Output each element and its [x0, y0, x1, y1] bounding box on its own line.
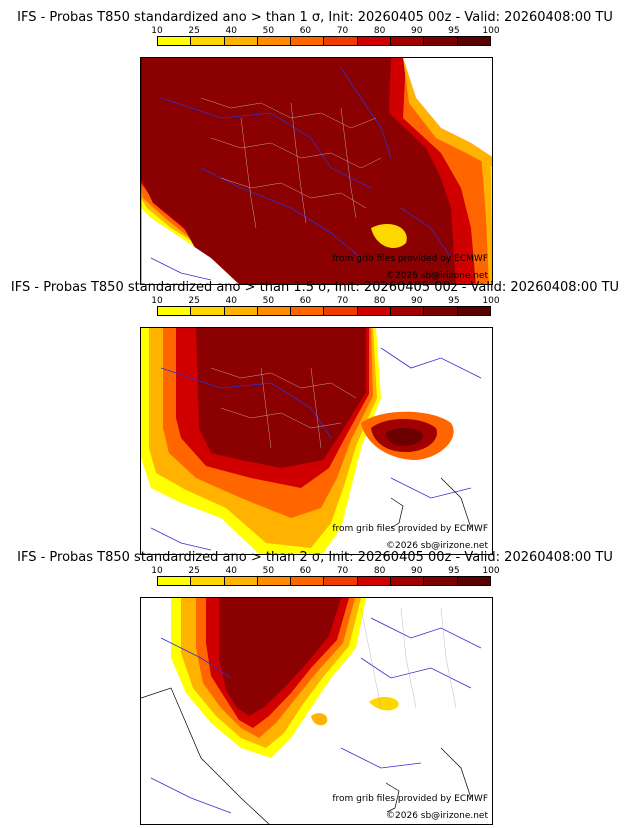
panel-title: IFS - Probas T850 standardized ano > tha… [17, 550, 613, 565]
scale-tick-label: 80 [373, 566, 386, 576]
source-credit: from grib files provided by ECMWF [332, 794, 488, 804]
scale-segment [357, 37, 392, 45]
copyright-credit: ©2026 sb@irizone.net [386, 541, 488, 551]
scale-segment [224, 577, 258, 585]
scale-segment [257, 307, 292, 315]
scale-tick-label: 10 [151, 566, 163, 576]
scale-tick-label: 90 [411, 26, 423, 36]
color-scale: 10 25 40 50 60 70 80 90 95 100 [151, 566, 500, 592]
scale-segment [291, 577, 325, 585]
scale-segment [391, 307, 425, 315]
panel-title: IFS - Probas T850 standardized ano > tha… [10, 280, 620, 295]
source-credit: from grib files provided by ECMWF [332, 254, 488, 264]
scale-segment [324, 307, 358, 315]
map-panel-2: IFS - Probas T850 standardized ano > tha… [0, 280, 630, 556]
scale-tick-label: 100 [482, 26, 500, 36]
scale-tick-label: 80 [373, 26, 386, 36]
scale-tick-label: 100 [482, 566, 500, 576]
scale-tick-label: 50 [262, 26, 275, 36]
scale-segment [424, 37, 458, 45]
map-panel-3: IFS - Probas T850 standardized ano > tha… [0, 550, 630, 826]
scale-segment [391, 37, 425, 45]
scale-segment [224, 37, 258, 45]
scale-bar [157, 306, 491, 316]
copyright-credit: ©2026 sb@irizone.net [386, 271, 488, 281]
scale-tick-label: 95 [448, 26, 460, 36]
scale-segment [191, 577, 225, 585]
scale-segment [324, 37, 358, 45]
scale-segment [224, 307, 258, 315]
probability-map: from grib files provided by ECMWF ©2026 … [140, 327, 493, 555]
scale-tick-label: 50 [262, 296, 275, 306]
scale-tick-label: 60 [299, 566, 312, 576]
probability-map: from grib files provided by ECMWF ©2026 … [140, 57, 493, 285]
scale-tick-label: 100 [482, 296, 500, 306]
scale-tick-label: 95 [448, 296, 460, 306]
scale-segment [158, 577, 192, 585]
color-scale: 10 25 40 50 60 70 80 90 95 100 [151, 26, 500, 52]
scale-segment [257, 37, 292, 45]
scale-tick-label: 25 [188, 566, 200, 576]
scale-tick-label: 40 [225, 566, 237, 576]
scale-segment [191, 37, 225, 45]
probability-map: from grib files provided by ECMWF ©2026 … [140, 597, 493, 825]
scale-tick-label: 40 [225, 26, 237, 36]
map-panel-1: IFS - Probas T850 standardized ano > tha… [0, 10, 630, 286]
scale-ticks: 10 25 40 50 60 70 80 90 95 100 [151, 26, 499, 36]
scale-tick-label: 60 [299, 26, 312, 36]
scale-ticks: 10 25 40 50 60 70 80 90 95 100 [151, 566, 499, 576]
scale-tick-label: 95 [448, 566, 460, 576]
scale-segment [158, 307, 192, 315]
scale-segment [424, 577, 458, 585]
scale-tick-label: 50 [262, 566, 275, 576]
scale-segment [257, 577, 292, 585]
scale-segment [424, 307, 458, 315]
scale-ticks: 10 25 40 50 60 70 80 90 95 100 [151, 296, 499, 306]
scale-segment [457, 307, 490, 315]
scale-bar [157, 576, 491, 586]
scale-tick-label: 90 [411, 296, 423, 306]
panel-title: IFS - Probas T850 standardized ano > tha… [17, 10, 613, 25]
scale-tick-label: 25 [188, 296, 200, 306]
scale-bar [157, 36, 491, 46]
scale-segment [357, 577, 392, 585]
scale-segment [457, 577, 490, 585]
color-scale: 10 25 40 50 60 70 80 90 95 100 [151, 296, 500, 322]
scale-tick-label: 70 [336, 296, 349, 306]
scale-tick-label: 60 [299, 296, 312, 306]
scale-segment [457, 37, 490, 45]
scale-tick-label: 40 [225, 296, 237, 306]
scale-tick-label: 90 [411, 566, 423, 576]
scale-tick-label: 10 [151, 296, 163, 306]
scale-segment [158, 37, 192, 45]
scale-segment [191, 307, 225, 315]
scale-segment [391, 577, 425, 585]
scale-segment [291, 307, 325, 315]
scale-tick-label: 10 [151, 26, 163, 36]
copyright-credit: ©2026 sb@irizone.net [386, 811, 488, 821]
scale-tick-label: 80 [373, 296, 386, 306]
source-credit: from grib files provided by ECMWF [332, 524, 488, 534]
scale-segment [357, 307, 392, 315]
scale-segment [291, 37, 325, 45]
scale-segment [324, 577, 358, 585]
scale-tick-label: 70 [336, 26, 349, 36]
scale-tick-label: 25 [188, 26, 200, 36]
scale-tick-label: 70 [336, 566, 349, 576]
